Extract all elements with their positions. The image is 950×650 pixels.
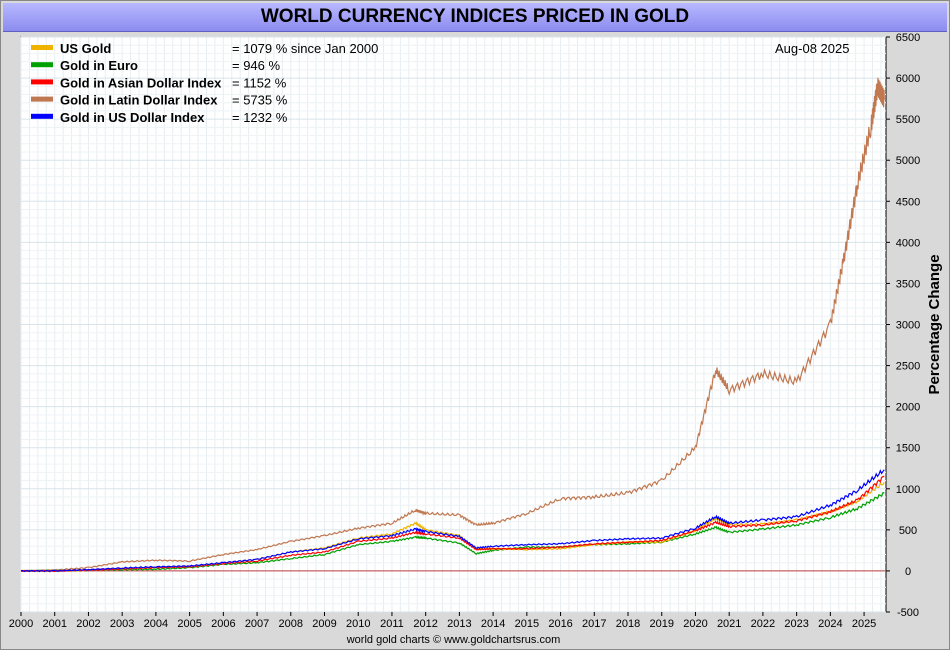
y-tick-label: 5000 (896, 155, 920, 167)
legend: US Gold = 1079 % since Jan 2000 Gold in Eu… (31, 41, 378, 125)
legend-series-name: Gold in US Dollar Index (60, 110, 205, 125)
y-tick-label: 3000 (896, 320, 920, 332)
x-tick-label: 2018 (616, 618, 640, 630)
y-tick-label: 6500 (896, 32, 920, 44)
x-tick-label: 2022 (751, 618, 775, 630)
legend-series-name: Gold in Euro (60, 58, 138, 73)
x-tick-label: 2001 (42, 618, 66, 630)
y-tick-label: 2000 (896, 402, 920, 414)
x-tick-label: 2009 (312, 618, 336, 630)
x-tick-label: 2015 (515, 618, 539, 630)
x-tick-label: 2019 (649, 618, 673, 630)
legend-series-name: US Gold (60, 41, 111, 56)
x-tick-label: 2004 (144, 618, 168, 630)
y-tick-label: 3500 (896, 278, 920, 290)
x-tick-label: 2013 (447, 618, 471, 630)
y-axis: 6500600055005000450040003500300025002000… (886, 32, 920, 619)
legend-series-name: Gold in Asian Dollar Index (60, 75, 222, 90)
legend-swatch (31, 62, 53, 68)
x-tick-label: 2007 (245, 618, 269, 630)
x-tick-label: 2000 (9, 618, 33, 630)
legend-swatch (31, 113, 53, 119)
y-axis-label: Percentage Change (926, 254, 943, 394)
y-tick-label: 2500 (896, 361, 920, 373)
legend-series-value: = 1232 % (232, 110, 288, 125)
legend-series-value: = 1079 % since Jan 2000 (232, 41, 378, 56)
x-tick-label: 2014 (481, 618, 505, 630)
x-tick-label: 2024 (818, 618, 842, 630)
x-tick-label: 2012 (413, 618, 437, 630)
legend-swatch (31, 79, 53, 85)
y-tick-label: 0 (905, 566, 911, 578)
x-tick-label: 2003 (110, 618, 134, 630)
series-line-gold-in-euro (20, 491, 885, 572)
legend-series-value: = 1152 % (232, 75, 287, 90)
y-tick-label: 6000 (896, 73, 920, 85)
x-tick-label: 2017 (582, 618, 606, 630)
series-line-gold-in-us-dollar-index (21, 469, 885, 573)
y-tick-label: 1500 (896, 443, 920, 455)
x-tick-label: 2010 (346, 618, 370, 630)
x-tick-label: 2002 (76, 618, 100, 630)
y-tick-label: 500 (899, 525, 917, 537)
footer-credit: world gold charts © www.goldchartsrus.co… (346, 634, 561, 646)
chart-title: WORLD CURRENCY INDICES PRICED IN GOLD (3, 3, 947, 32)
x-tick-label: 2011 (380, 618, 404, 630)
grid-lines (20, 36, 886, 613)
y-tick-label: -500 (897, 607, 919, 619)
x-tick-label: 2005 (177, 618, 201, 630)
legend-swatch (31, 96, 53, 102)
x-tick-label: 2023 (784, 618, 808, 630)
legend-series-name: Gold in Latin Dollar Index (60, 93, 218, 108)
x-tick-label: 2016 (548, 618, 572, 630)
date-label: Aug-08 2025 (775, 41, 849, 56)
series-group (20, 77, 885, 573)
legend-series-value: = 5735 % (232, 93, 288, 108)
legend-swatch (31, 45, 53, 50)
x-tick-label: 2025 (852, 618, 876, 630)
x-tick-label: 2020 (683, 618, 707, 630)
x-tick-label: 2021 (717, 618, 741, 630)
series-line-gold-in-latin-dollar-index (20, 77, 885, 573)
y-tick-label: 5500 (896, 114, 920, 126)
x-tick-label: 2008 (279, 618, 303, 630)
x-axis: 2000 2001 2002 2003 2004 2005 2006 2007 2008 2009… (9, 612, 876, 630)
y-tick-label: 1000 (896, 484, 920, 496)
y-tick-label: 4000 (896, 237, 920, 249)
y-tick-label: 4500 (896, 196, 920, 208)
x-tick-label: 2006 (211, 618, 235, 630)
legend-series-value: = 946 % (232, 58, 281, 73)
